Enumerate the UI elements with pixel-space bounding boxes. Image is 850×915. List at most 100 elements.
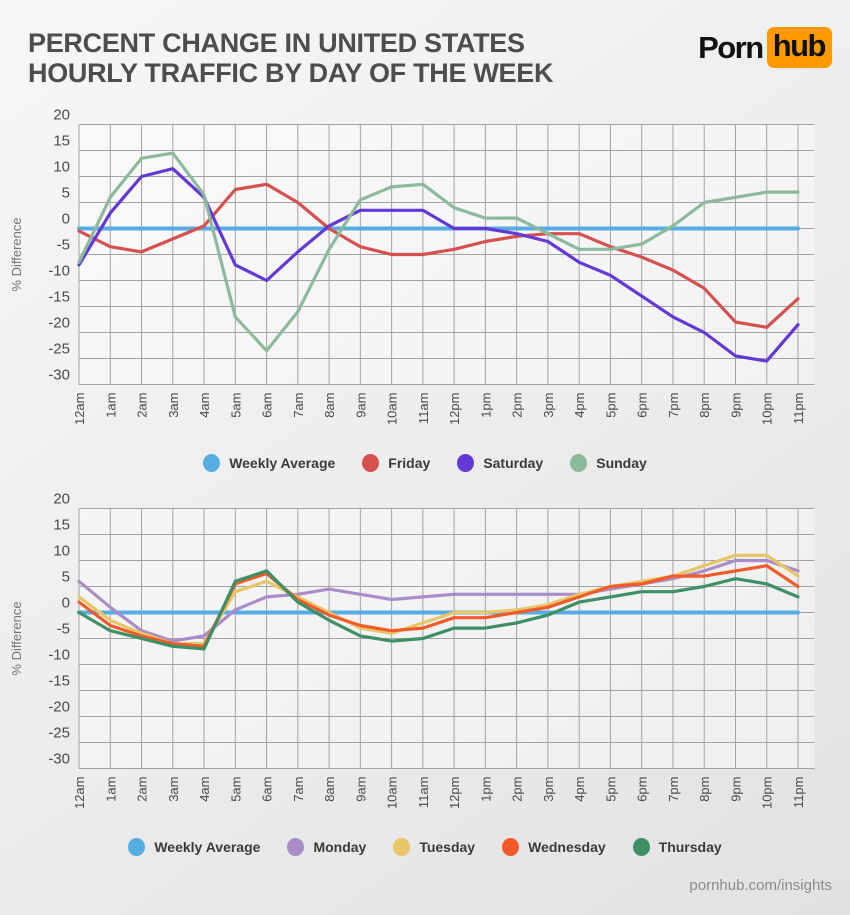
y-tick-label: 5 <box>62 185 70 202</box>
x-tick-label: 11am <box>416 393 431 425</box>
legend-item-tuesday: Tuesday <box>393 838 475 856</box>
x-tick-label: 5am <box>228 777 243 802</box>
x-tick-label: 9pm <box>728 777 743 802</box>
legend-label-sunday: Sunday <box>596 455 647 471</box>
y-tick-label: 20 <box>53 107 70 124</box>
x-tick-label: 6pm <box>635 777 650 802</box>
legend-item-wednesday: Wednesday <box>502 838 606 856</box>
x-tick-label: 9am <box>353 393 368 418</box>
x-tick-label: 3am <box>166 393 181 418</box>
line-friday <box>77 182 800 329</box>
y-tick-label: -30 <box>48 751 70 768</box>
legend-dot-saturday <box>457 454 475 472</box>
pornhub-logo: Porn hub <box>698 27 832 68</box>
x-tick-label: 6pm <box>635 393 650 418</box>
x-tick-label: 11pm <box>791 777 806 809</box>
legend-dot-friday <box>362 454 380 472</box>
y-tick-label: 5 <box>62 569 70 586</box>
page-title-line1: PERCENT CHANGE IN UNITED STATES <box>28 28 525 58</box>
legend-label-weekly-average: Weekly Average <box>154 839 261 855</box>
legend-label-weekly-average: Weekly Average <box>229 455 336 471</box>
line-tuesday <box>77 553 800 646</box>
y-tick-label: 15 <box>53 133 70 150</box>
y-tick-label: -5 <box>57 237 70 254</box>
x-tick-label: 2am <box>135 777 150 802</box>
y-tick-label: 10 <box>53 543 70 560</box>
legend-dot-monday <box>287 838 305 856</box>
y-tick-label: -15 <box>48 673 70 690</box>
legend-label-friday: Friday <box>388 455 431 471</box>
y-tick-label: -5 <box>57 621 70 638</box>
y-tick-label: -20 <box>48 315 70 332</box>
x-tick-label: 4pm <box>572 777 587 802</box>
legend-item-thursday: Thursday <box>632 838 722 856</box>
legend-dot-wednesday <box>502 838 520 856</box>
x-tick-label: 10am <box>385 393 400 426</box>
legend-dot-weekly-average <box>203 454 221 472</box>
legend-dot-tuesday <box>393 838 411 856</box>
legend-label-thursday: Thursday <box>658 839 722 855</box>
legend-dot-sunday <box>570 454 588 472</box>
legend-dot-thursday <box>632 838 650 856</box>
x-tick-label: 7am <box>291 393 306 418</box>
y-tick-label: -10 <box>48 263 70 280</box>
line-sunday <box>77 151 800 353</box>
weekend-chart-legend: Weekly Average Friday Saturday Sunday <box>0 450 850 476</box>
y-tick-label: 10 <box>53 159 70 176</box>
legend-label-wednesday: Wednesday <box>528 839 606 855</box>
line-wednesday <box>77 564 800 648</box>
line-saturday <box>77 167 800 363</box>
weekday-chart-legend: Weekly Average Monday Tuesday Wednesday Thur… <box>0 834 850 860</box>
y-tick-label: -20 <box>48 699 70 716</box>
x-tick-label: 10am <box>385 777 400 810</box>
x-tick-label: 12am <box>72 393 87 426</box>
footer-url: pornhub.com/insights <box>689 877 832 894</box>
x-tick-label: 1am <box>103 393 118 418</box>
y-tick-label: 0 <box>62 595 70 612</box>
x-tick-label: 7am <box>291 777 306 802</box>
x-tick-label: 1pm <box>478 777 493 802</box>
x-tick-label: 7pm <box>666 777 681 802</box>
x-tick-label: 5pm <box>603 393 618 418</box>
x-tick-label: 11pm <box>791 393 806 425</box>
logo-text-plain: Porn <box>698 29 764 65</box>
legend-item-monday: Monday <box>287 838 366 856</box>
line-thursday <box>77 569 800 651</box>
x-tick-label: 10pm <box>760 777 775 810</box>
legend-item-sunday: Sunday <box>570 454 647 472</box>
x-tick-label: 7pm <box>666 393 681 418</box>
x-tick-label: 6am <box>260 393 275 418</box>
x-tick-label: 2am <box>135 393 150 418</box>
y-tick-label: -10 <box>48 647 70 664</box>
x-tick-label: 1am <box>103 777 118 802</box>
y-tick-label: -15 <box>48 289 70 306</box>
x-tick-label: 10pm <box>760 393 775 426</box>
x-tick-label: 8pm <box>697 393 712 418</box>
y-axis-title: % Difference <box>9 601 24 675</box>
y-tick-label: -25 <box>48 341 70 358</box>
x-tick-label: 12pm <box>447 393 462 426</box>
legend-label-tuesday: Tuesday <box>419 839 476 855</box>
x-tick-label: 3pm <box>541 777 556 802</box>
legend-label-saturday: Saturday <box>483 455 544 471</box>
legend-dot-weekly-average <box>128 838 146 856</box>
x-tick-label: 8pm <box>697 777 712 802</box>
x-tick-label: 1pm <box>478 393 493 418</box>
y-tick-label: 15 <box>53 517 70 534</box>
y-tick-label: 0 <box>62 211 70 228</box>
x-tick-label: 5am <box>228 393 243 418</box>
y-tick-label: -30 <box>48 367 70 384</box>
y-tick-label: -25 <box>48 725 70 742</box>
logo-text-badge: hub <box>766 27 832 68</box>
page-title-line2: HOURLY TRAFFIC BY DAY OF THE WEEK <box>28 58 554 88</box>
x-tick-label: 4am <box>197 777 212 802</box>
y-tick-label: 20 <box>53 491 70 508</box>
x-tick-label: 5pm <box>603 777 618 802</box>
x-tick-label: 9am <box>353 777 368 802</box>
x-tick-label: 12am <box>72 777 87 810</box>
x-tick-label: 8am <box>322 393 337 418</box>
x-tick-label: 2pm <box>510 393 525 418</box>
legend-item-friday: Friday <box>362 454 430 472</box>
